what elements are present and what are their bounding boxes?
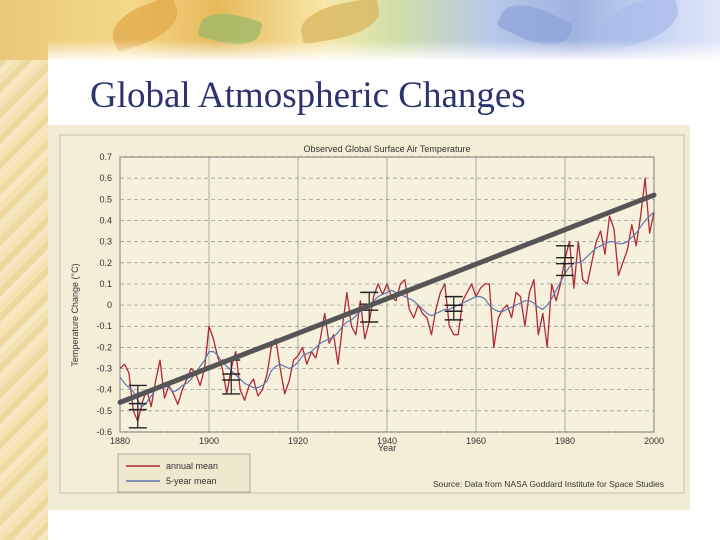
x-tick-label: 2000 — [644, 436, 664, 446]
legend-box — [117, 453, 251, 493]
x-axis-ticks: 1880 1900 1920 1940 1960 1980 2000 — [110, 436, 664, 446]
y-tick-label: 0.4 — [99, 215, 112, 225]
y-tick-label: -0.5 — [96, 406, 112, 416]
trend-line — [117, 192, 657, 405]
grid — [119, 156, 655, 433]
decorative-left-band — [0, 0, 48, 540]
temperature-chart: 0.7 0.6 0.5 0.4 0.3 0.2 0.1 0 -0.1 -0.2 -0.3 -0.4 -0… — [59, 134, 685, 494]
chart-title: Observed Global Surface Air Temperature — [304, 144, 471, 154]
y-tick-label: 0.6 — [99, 173, 112, 183]
y-axis-label: Temperature Change (°C) — [70, 263, 80, 366]
x-tick-label: 1960 — [466, 436, 486, 446]
x-tick-label: 1940 — [377, 436, 397, 446]
y-tick-label: 0.5 — [99, 194, 112, 204]
y-tick-label: 0 — [107, 300, 112, 310]
legend-label-five-year: 5-year mean — [166, 476, 217, 486]
page-title: Global Atmospheric Changes — [90, 75, 526, 116]
y-tick-label: -0.6 — [96, 427, 112, 437]
x-tick-label: 1900 — [199, 436, 219, 446]
legend-label-annual: annual mean — [166, 461, 218, 471]
y-tick-label: 0.3 — [99, 237, 112, 247]
source-note: Source: Data from NASA Goddard Institute… — [433, 479, 664, 489]
y-tick-label: 0.7 — [99, 152, 112, 162]
x-tick-label: 1980 — [555, 436, 575, 446]
legend: annual mean 5-year mean — [117, 453, 251, 493]
chart-frame: 0.7 0.6 0.5 0.4 0.3 0.2 0.1 0 -0.1 -0.2 -0.3 -0.4 -0… — [48, 125, 690, 510]
y-tick-label: -0.1 — [96, 321, 112, 331]
y-tick-label: -0.4 — [96, 385, 112, 395]
x-tick-label: 1920 — [288, 436, 308, 446]
banner-leaf-3 — [297, 0, 383, 45]
y-tick-label: -0.2 — [96, 342, 112, 352]
banner-fade — [48, 40, 720, 62]
y-tick-label: 0.2 — [99, 258, 112, 268]
y-tick-label: 0.1 — [99, 279, 112, 289]
uncertainty-bars — [128, 245, 574, 429]
y-axis-ticks: 0.7 0.6 0.5 0.4 0.3 0.2 0.1 0 -0.1 -0.2 -0.3 -0.4 -0… — [96, 152, 112, 437]
y-tick-label: -0.3 — [96, 364, 112, 374]
x-tick-label: 1880 — [110, 436, 130, 446]
x-axis-label: Year — [378, 443, 396, 453]
